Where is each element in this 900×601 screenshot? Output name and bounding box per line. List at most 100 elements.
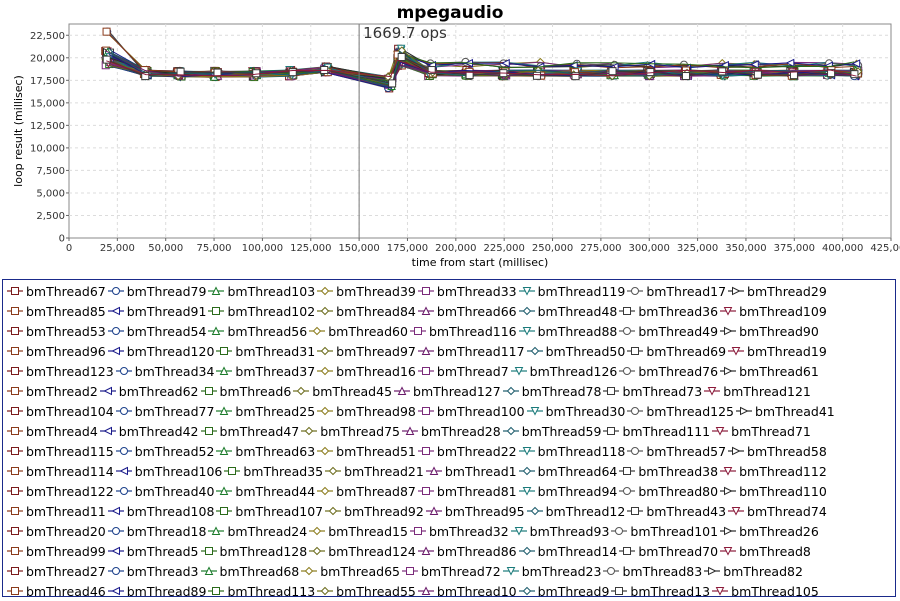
legend-marker-icon (720, 486, 737, 496)
legend-marker (421, 586, 431, 595)
legend-label: bmThread18 (126, 523, 207, 539)
legend-marker (506, 426, 515, 436)
data-point (753, 70, 762, 79)
x-tick-label: 225,000 (483, 243, 524, 254)
legend-marker-icon (115, 487, 132, 495)
legend-marker-icon (208, 307, 225, 315)
legend-label: bmThread36 (638, 303, 719, 319)
legend-marker (220, 486, 229, 495)
legend-marker-icon (7, 547, 23, 555)
legend-marker-icon (720, 526, 737, 536)
legend-marker-icon (417, 346, 434, 355)
legend-label: bmThread30 (545, 403, 626, 419)
legend-item: bmThread69 (627, 344, 726, 359)
legend-marker (111, 327, 120, 335)
legend-marker-icon (417, 487, 434, 495)
legend-item: bmThread2 (7, 384, 98, 399)
legend-item: bmThread114 (7, 464, 114, 479)
legend-item: bmThread23 (502, 564, 601, 579)
legend-label: bmThread92 (344, 503, 424, 519)
legend-label: bmThread107 (235, 503, 324, 519)
legend-marker (111, 546, 120, 556)
legend-marker-icon (619, 487, 636, 495)
legend-marker (607, 427, 616, 435)
legend-item: bmThread61 (720, 364, 819, 379)
data-point (850, 70, 859, 79)
legend-item: bmThread65 (301, 564, 400, 579)
legend-label: bmThread41 (755, 403, 835, 419)
legend-marker-icon (107, 346, 124, 356)
legend-label: bmThread54 (126, 323, 207, 339)
legend-label: bmThread111 (622, 423, 711, 439)
legend-row: bmThread85 bmThread91 bmThread102 bmThread8… (7, 301, 895, 321)
legend-marker (220, 507, 229, 515)
legend-label: bmThread105 (731, 583, 819, 599)
legend-label: bmThread22 (436, 443, 517, 459)
legend-marker (397, 386, 407, 395)
legend-item: bmThread62 (99, 384, 199, 399)
legend-marker (506, 567, 516, 576)
legend-marker (111, 287, 120, 295)
legend-label: bmThread15 (328, 523, 408, 539)
legend-marker (530, 407, 539, 416)
data-point (851, 59, 861, 68)
legend-item: bmThread88 (518, 324, 617, 339)
legend-label: bmThread25 (235, 403, 316, 419)
legend-label: bmThread44 (235, 483, 316, 499)
legend-row: bmThread123 bmThread34 bmThread37 bmThread1… (7, 361, 895, 381)
legend-marker-icon (309, 526, 326, 536)
legend-label: bmThread120 (126, 343, 215, 359)
legend-item: bmThread71 (712, 424, 811, 439)
legend-marker-icon (200, 387, 217, 395)
legend-label: bmThread101 (630, 523, 719, 539)
legend-item: bmThread11 (7, 504, 106, 519)
legend-label: bmThread79 (126, 283, 207, 299)
legend-label: bmThread19 (747, 343, 827, 359)
legend-marker-icon (208, 526, 225, 535)
legend-marker (220, 406, 229, 415)
y-tick-label: 20,000 (30, 53, 65, 64)
legend-item: bmThread59 (502, 424, 601, 439)
legend-marker (11, 547, 19, 555)
legend-marker-icon (7, 587, 23, 595)
legend-marker (522, 327, 531, 336)
legend-label: bmThread7 (436, 363, 509, 379)
legend-label: bmThread72 (420, 563, 501, 579)
legend-marker-icon (216, 406, 233, 415)
legend-label: bmThread123 (26, 363, 114, 379)
legend-item: bmThread72 (401, 563, 501, 579)
legend-marker (297, 386, 306, 396)
legend-label: bmThread103 (227, 283, 316, 299)
legend-marker-icon (425, 506, 442, 515)
legend-label: bmThread49 (638, 323, 719, 339)
legend-label: bmThread73 (622, 383, 703, 399)
legend-label: bmThread124 (328, 543, 416, 559)
data-point (646, 68, 655, 77)
legend-item: bmThread32 (409, 524, 509, 539)
legend-marker (11, 447, 19, 455)
legend-item: bmThread42 (99, 424, 199, 439)
legend-marker (320, 586, 330, 596)
legend-marker (522, 546, 531, 556)
legend-marker-icon (518, 306, 535, 316)
legend-marker (623, 367, 632, 375)
legend-marker (111, 586, 120, 596)
legend-marker (11, 387, 19, 395)
legend-item: bmThread50 (526, 344, 625, 359)
legend-item: bmThread3 (107, 564, 199, 579)
legend-marker (11, 307, 19, 315)
legend-label: bmThread43 (646, 503, 727, 519)
legend-item: bmThread19 (728, 344, 827, 359)
legend-item: bmThread57 (627, 444, 726, 459)
chart-title: mpegaudio (397, 3, 504, 23)
legend-marker-icon (417, 407, 434, 415)
legend-marker (11, 567, 19, 575)
legend-label: bmThread4 (26, 423, 98, 439)
legend-marker (328, 506, 338, 516)
legend-marker-icon (7, 347, 23, 355)
legend-label: bmThread67 (26, 283, 106, 299)
legend-marker-icon (317, 486, 334, 496)
x-tick-label: 75,000 (197, 243, 232, 254)
legend-marker-icon (99, 426, 116, 436)
legend-marker-icon (115, 447, 132, 455)
